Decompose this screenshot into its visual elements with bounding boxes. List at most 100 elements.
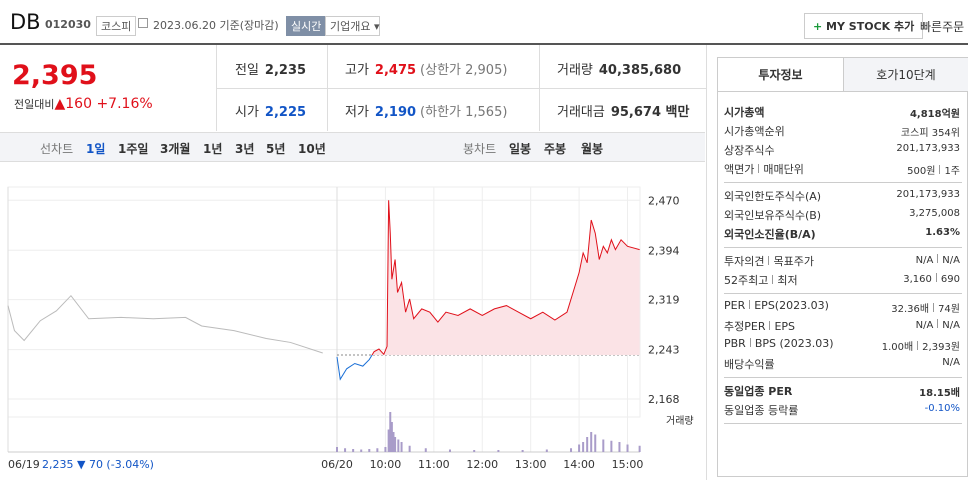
current-price: 2,395 (12, 60, 98, 91)
info-value: 1.00배 2,393원 (882, 338, 960, 353)
quote-label: 거래량 (557, 63, 593, 78)
value-text: N/A (915, 320, 934, 331)
x-tick-label: 13:00 (515, 458, 547, 471)
stock-name: DB (10, 10, 41, 34)
info-label: 외국인한도주식수(A) (724, 188, 821, 204)
candle-tab[interactable]: 주봉 (544, 142, 567, 156)
value-text: N/A (942, 320, 960, 331)
market-badge: 코스피 (96, 16, 137, 36)
change-row: 전일대비▲160 +7.16% (14, 96, 153, 112)
info-value: 201,173,933 (896, 189, 960, 200)
volume-bar (590, 432, 593, 452)
x-tick-label: 14:00 (563, 458, 595, 471)
quote-value: 2,190 (374, 105, 417, 120)
menu-dropdown[interactable]: 기업개요 ▾ (325, 16, 380, 36)
period-tabs: 선차트 1일 1주일 3개월 1년 3년 5년 10년 봉차트 일봉 주봉 월봉 (0, 132, 705, 162)
value-text: N/A (915, 255, 934, 266)
period-tab[interactable]: 1일 (86, 142, 106, 156)
stock-code: 012030 (45, 18, 91, 31)
info-tab[interactable]: 호가10단계 (843, 58, 968, 92)
info-value: N/A N/A (916, 319, 960, 331)
info-row: 52주최고 최저 3,160 690 (724, 270, 962, 289)
my-stock-button[interactable]: + MY STOCK 추가 (804, 13, 924, 39)
label-text: PER (724, 299, 746, 312)
x-tick-label: 10:00 (370, 458, 402, 471)
info-label: 추정PER EPS (724, 318, 795, 334)
quote-label: 고가 (345, 63, 369, 78)
volume-bar (394, 437, 397, 452)
info-label: 시가총액 (724, 104, 764, 120)
info-row: 추정PER EPS N/A N/A (724, 316, 962, 335)
volume-bar (626, 444, 629, 452)
volume-bar (360, 449, 363, 452)
y-tick-label: 2,394 (648, 244, 680, 257)
label-text: 시가총액 (724, 106, 765, 119)
volume-bar (594, 434, 597, 452)
value-text: 201,173,933 (896, 143, 960, 154)
candle-tab[interactable]: 월봉 (581, 142, 604, 156)
info-value: N/A (942, 357, 960, 368)
volume-bar (473, 450, 476, 452)
info-tab[interactable]: 투자정보 (718, 58, 843, 92)
realtime-badge[interactable]: 실시간 (286, 16, 327, 36)
info-value: 32.36배 74원 (891, 300, 960, 315)
info-label: 52주최고 최저 (724, 272, 798, 288)
info-value: N/A N/A (916, 254, 960, 266)
period-tab[interactable]: 3개월 (160, 142, 191, 156)
label-text: 동일업종 PER (724, 385, 793, 398)
period-tab[interactable]: 5년 (266, 142, 286, 156)
volume-bar (408, 445, 411, 452)
info-value: 3,160 690 (903, 273, 960, 285)
quick-order[interactable]: 빠른주문 (920, 20, 965, 34)
separator (758, 164, 760, 173)
plus-icon: + (813, 20, 827, 33)
volume-bar (424, 448, 427, 452)
volume-bar (578, 444, 581, 452)
today-line-up (371, 200, 640, 355)
x-tick-label: 12:00 (466, 458, 498, 471)
period-tab[interactable]: 3년 (235, 142, 255, 156)
info-value: 201,173,933 (896, 143, 960, 154)
y-tick-label: 2,243 (648, 344, 680, 357)
info-label: 시가총액순위 (724, 123, 785, 139)
info-group: 외국인한도주식수(A) 201,173,933 외국인보유주식수(B) 3,275,0… (724, 184, 962, 248)
day-label: 06/19 (8, 458, 40, 471)
volume-bar (602, 439, 605, 452)
x-tick-label: 15:00 (612, 458, 644, 471)
info-row: 시가총액순위 코스피 354위 (724, 121, 962, 140)
quote-grid: 전일 2,235 고가 2,475 (상한가 2,905) 거래량 40,385,680 시가… (216, 45, 707, 131)
label-text: 외국인보유주식수(B) (724, 209, 822, 222)
info-group: 투자의견 목표주가 N/A N/A 52주최고 최저 3,160 690 (724, 249, 962, 294)
volume-bar (448, 449, 451, 452)
header-rule (0, 43, 968, 45)
value-text: 690 (940, 274, 960, 285)
label-text: 동일업종 등락률 (724, 404, 799, 417)
candle-tab[interactable]: 일봉 (509, 142, 532, 156)
date: 2023.06.20 기준(장마감) (153, 19, 279, 32)
volume-bar (390, 422, 393, 452)
period-tab[interactable]: 1년 (203, 142, 223, 156)
info-value: 3,275,008 (909, 208, 960, 219)
info-label: 상장주식수 (724, 142, 775, 158)
value-text: N/A (942, 255, 960, 266)
quote-label: 전일 (235, 63, 259, 78)
value-text: 32.36배 (891, 304, 930, 315)
separator (937, 319, 939, 328)
period-tab[interactable]: 10년 (298, 142, 326, 156)
period-tab[interactable]: 1주일 (118, 142, 149, 156)
quote-cell: 고가 2,475 (상한가 2,905) (345, 59, 507, 78)
quote-value: 40,385,680 (598, 63, 682, 78)
value-text: 4,818억원 (909, 109, 960, 120)
volume-bar (387, 429, 390, 452)
label-text: 배당수익률 (724, 358, 775, 371)
volume-bar (610, 440, 613, 452)
info-value: 1.63% (925, 227, 960, 238)
info-label: PER EPS(2023.03) (724, 299, 829, 312)
info-row: 상장주식수 201,173,933 (724, 140, 962, 159)
info-value: -0.10% (925, 403, 960, 414)
separator (935, 273, 937, 282)
info-group: PER EPS(2023.03) 32.36배 74원 추정PER EPS N/A N/A PB… (724, 295, 962, 378)
quote-value: 2,235 (264, 63, 307, 78)
separator (749, 300, 751, 309)
